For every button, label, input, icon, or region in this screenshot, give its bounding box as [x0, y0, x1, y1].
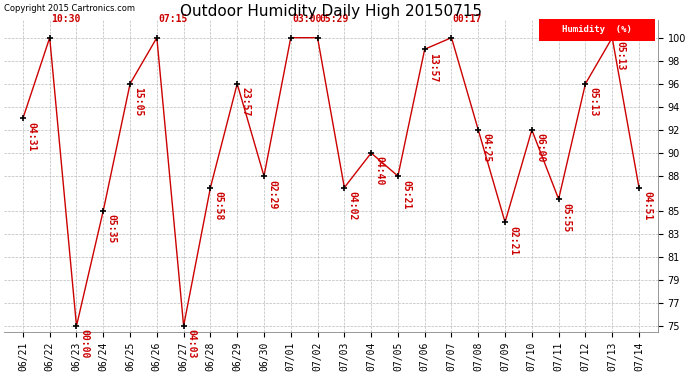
Text: 05:13: 05:13: [615, 41, 625, 70]
Text: 05:13: 05:13: [589, 87, 599, 117]
Text: 07:15: 07:15: [158, 14, 188, 24]
Text: 04:40: 04:40: [375, 156, 384, 186]
Text: 23:57: 23:57: [240, 87, 250, 117]
Text: 04:02: 04:02: [348, 191, 357, 220]
Text: 04:51: 04:51: [642, 191, 652, 220]
Text: 04:03: 04:03: [187, 329, 197, 359]
Text: 13:57: 13:57: [428, 53, 438, 82]
Text: 04:31: 04:31: [26, 122, 36, 151]
Text: 05:35: 05:35: [106, 214, 117, 243]
Text: 15:05: 15:05: [133, 87, 144, 117]
Text: 02:29: 02:29: [267, 180, 277, 209]
Text: Copyright 2015 Cartronics.com: Copyright 2015 Cartronics.com: [4, 4, 135, 13]
Text: 02:21: 02:21: [509, 226, 518, 255]
Text: 03:00: 03:00: [292, 14, 322, 24]
Text: Humidity  (%): Humidity (%): [562, 25, 632, 34]
Text: 00:00: 00:00: [80, 329, 90, 359]
Text: 05:29: 05:29: [319, 14, 348, 24]
Text: 05:58: 05:58: [214, 191, 224, 220]
Text: 00:17: 00:17: [453, 14, 482, 24]
Text: 10:30: 10:30: [51, 14, 81, 24]
Text: 05:21: 05:21: [401, 180, 411, 209]
Text: 05:55: 05:55: [562, 202, 572, 232]
Text: 06:00: 06:00: [535, 134, 545, 163]
Title: Outdoor Humidity Daily High 20150715: Outdoor Humidity Daily High 20150715: [180, 4, 482, 19]
FancyBboxPatch shape: [539, 19, 655, 40]
Text: 04:25: 04:25: [482, 134, 491, 163]
